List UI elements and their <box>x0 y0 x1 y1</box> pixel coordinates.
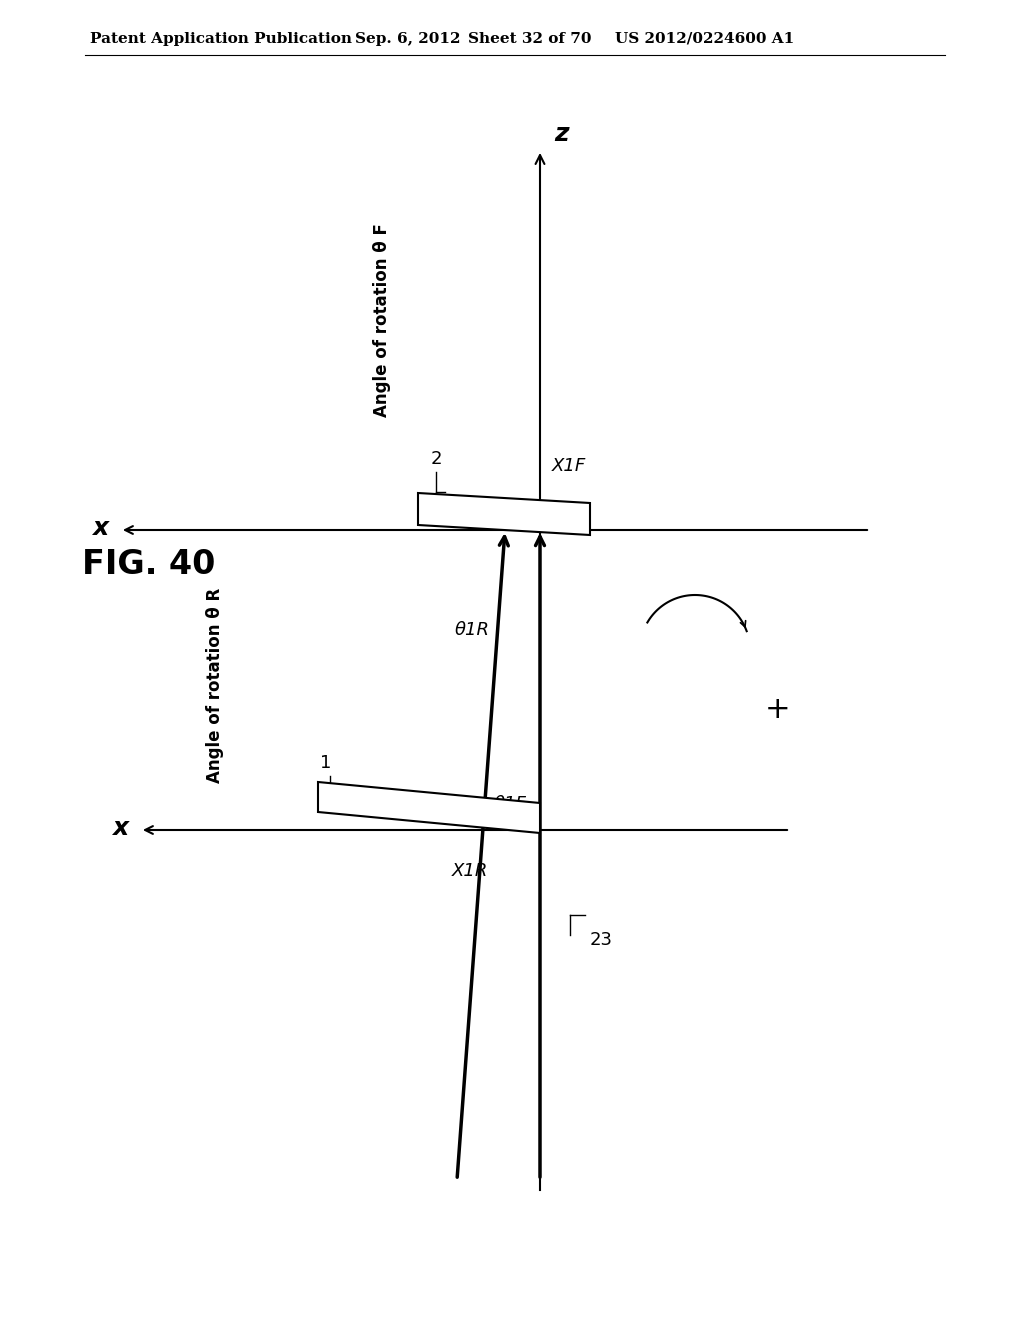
Text: Sheet 32 of 70: Sheet 32 of 70 <box>468 32 592 46</box>
Text: 2: 2 <box>430 450 441 469</box>
Text: X1R: X1R <box>452 862 488 880</box>
Text: x: x <box>92 516 108 540</box>
Text: θ1F: θ1F <box>495 795 527 813</box>
Text: Angle of rotation θ F: Angle of rotation θ F <box>373 223 391 417</box>
Text: z: z <box>554 121 568 147</box>
Text: 1: 1 <box>321 754 332 772</box>
Text: Sep. 6, 2012: Sep. 6, 2012 <box>355 32 461 46</box>
Text: Patent Application Publication: Patent Application Publication <box>90 32 352 46</box>
Text: FIG. 40: FIG. 40 <box>82 549 215 582</box>
Polygon shape <box>318 781 540 833</box>
Text: US 2012/0224600 A1: US 2012/0224600 A1 <box>615 32 795 46</box>
Text: Angle of rotation θ R: Angle of rotation θ R <box>206 587 224 783</box>
Text: x: x <box>112 816 128 840</box>
Text: θ1R: θ1R <box>455 620 490 639</box>
Polygon shape <box>418 492 590 535</box>
Text: X1F: X1F <box>552 457 587 475</box>
Text: +: + <box>765 696 791 725</box>
Text: 23: 23 <box>590 931 613 949</box>
